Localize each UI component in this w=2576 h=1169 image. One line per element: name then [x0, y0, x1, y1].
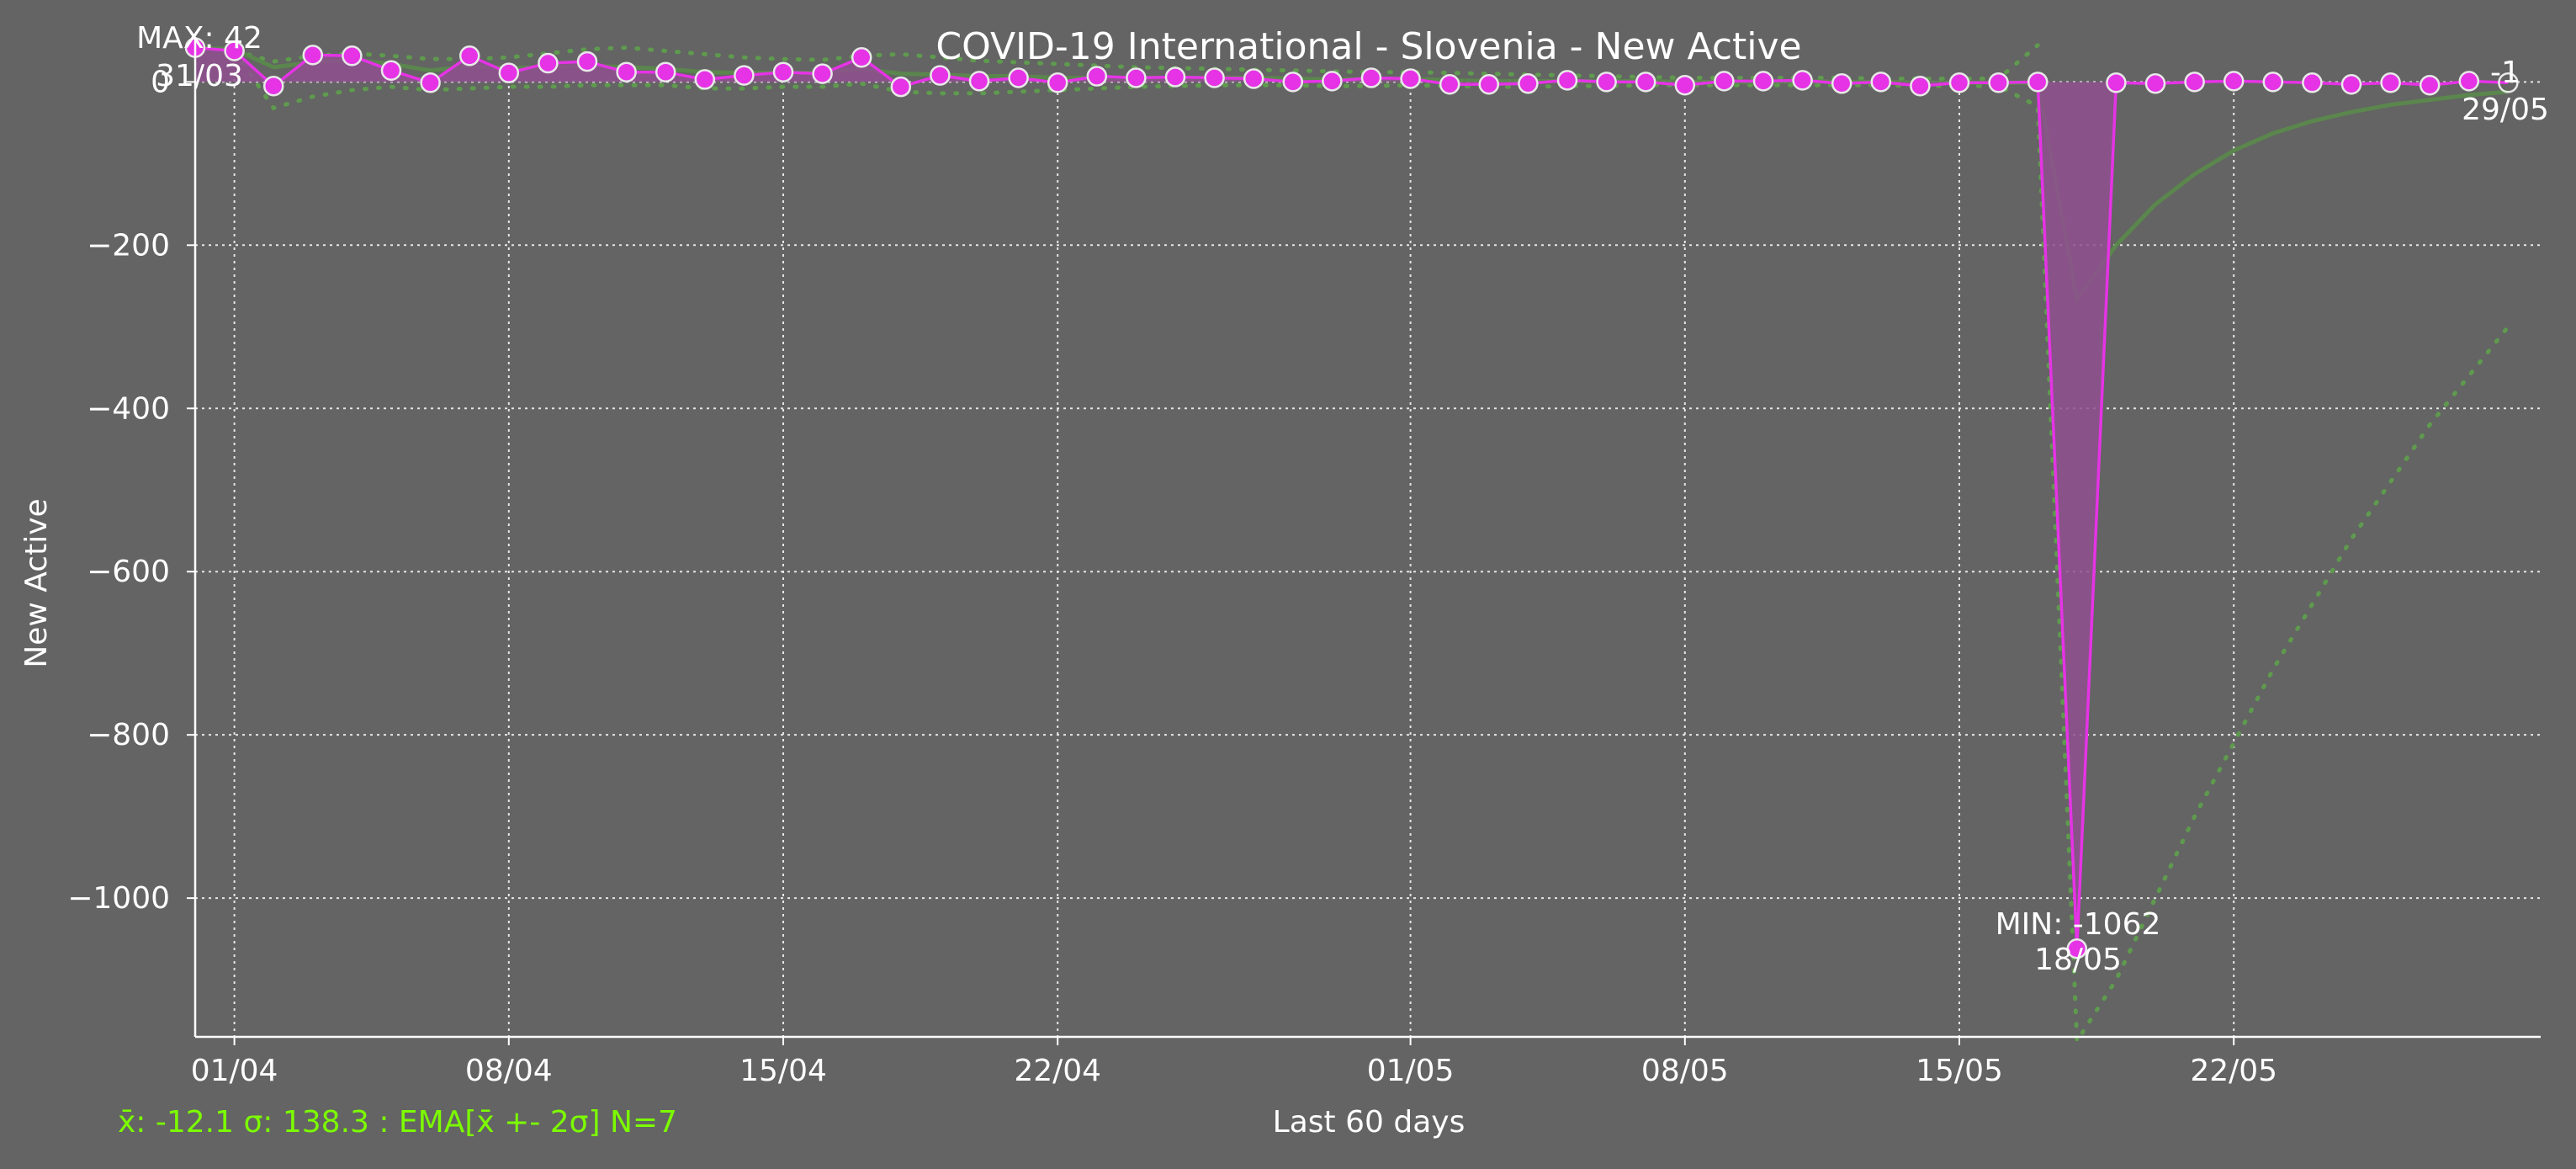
grid-lines [195, 79, 2541, 1037]
data-point [968, 71, 990, 92]
y-tick-label: −400 [87, 391, 170, 426]
x-axis-label: Last 60 days [1273, 1105, 1466, 1140]
data-point [1870, 72, 1892, 93]
data-point [694, 69, 716, 90]
last-annotation-date: 29/05 [2462, 93, 2549, 127]
data-point [1478, 73, 1500, 95]
data-point [1360, 67, 1382, 88]
data-point [1126, 67, 1147, 88]
data-point [616, 61, 637, 82]
data-point [1910, 75, 1931, 97]
data-point [1086, 66, 1108, 87]
data-point [342, 45, 363, 66]
data-point [1752, 71, 1774, 92]
min-annotation-date: 18/05 [2034, 943, 2122, 977]
max-annotation-date: 31/03 [156, 59, 243, 93]
data-point [1831, 73, 1852, 94]
x-tick-label: 08/04 [465, 1054, 553, 1088]
data-point [1518, 73, 1539, 94]
data-point [1439, 73, 1460, 95]
y-tick-label: −200 [87, 228, 170, 263]
x-tick-label: 15/04 [739, 1054, 827, 1088]
data-point [380, 60, 402, 82]
data-point [2223, 71, 2245, 92]
data-point [2066, 938, 2088, 959]
data-point [1047, 72, 1068, 93]
data-point [420, 72, 441, 93]
ema-lower-band [193, 45, 2510, 1049]
data-point [2106, 72, 2127, 93]
last-data-point [2498, 72, 2519, 93]
last-annotation-label: -1 [2490, 56, 2520, 90]
data-point [1674, 74, 1696, 96]
data-point [1322, 71, 1343, 92]
data-point [2262, 72, 2284, 93]
data-point [772, 61, 794, 82]
data-point [576, 50, 598, 72]
data-point [930, 65, 951, 86]
data-point [1988, 72, 2009, 93]
series-fill [195, 47, 2509, 949]
x-tick-label: 15/05 [1916, 1054, 2003, 1088]
data-point [1164, 66, 1186, 88]
data-points [184, 37, 2519, 959]
data-point [812, 63, 833, 84]
data-point [1243, 68, 1264, 89]
data-point [2458, 71, 2480, 92]
tick-labels: 0 −200 −400 −600 −800 −1000 01/04 08/04 15/04 22/… [67, 65, 2277, 1088]
data-point [458, 45, 480, 66]
data-point [851, 46, 872, 68]
data-point [498, 62, 520, 83]
chart-title: COVID-19 International - Slovenia - New … [936, 25, 1801, 68]
series-line [194, 45, 2509, 949]
data-point [1008, 67, 1029, 88]
data-point [1635, 72, 1656, 93]
data-point [890, 76, 912, 98]
max-annotation-label: MAX: 42 [136, 21, 262, 56]
ema-bands [193, 43, 2510, 1049]
data-point [2380, 72, 2401, 93]
data-point [2302, 72, 2323, 93]
x-tick-label: 22/05 [2190, 1054, 2277, 1088]
data-point [1792, 70, 1813, 91]
x-tick-label: 01/05 [1367, 1054, 1455, 1088]
data-point [2184, 72, 2205, 93]
y-tick-label: −800 [87, 718, 170, 752]
data-point [2027, 72, 2049, 93]
data-point [538, 52, 559, 74]
x-tick-label: 22/04 [1014, 1054, 1101, 1088]
data-point [1204, 67, 1225, 88]
data-point [734, 65, 755, 86]
data-point [1282, 72, 1304, 93]
data-point [1556, 70, 1578, 91]
stats-text: x̄: -12.1 σ: 138.3 : EMA[x̄ +- 2σ] N=7 [118, 1105, 677, 1140]
data-point [2340, 73, 2362, 95]
x-tick-label: 01/04 [191, 1054, 278, 1088]
data-point [1596, 72, 1617, 93]
ema-upper-band [193, 43, 2040, 81]
axes [187, 37, 2541, 1045]
x-tick-label: 08/05 [1641, 1054, 1729, 1088]
data-point [302, 45, 324, 66]
series-line-group [194, 45, 2509, 949]
data-point [2419, 74, 2441, 96]
data-point [1948, 72, 1970, 93]
y-tick-label: 0 [151, 65, 170, 99]
y-axis-label: New Active [19, 498, 54, 667]
y-tick-label: −1000 [67, 881, 170, 916]
data-point [1714, 71, 1735, 92]
min-annotation-label: MIN: -1062 [1996, 907, 2161, 942]
data-point [655, 61, 676, 82]
data-point [1400, 68, 1421, 89]
y-tick-label: −600 [87, 555, 170, 589]
data-point [2144, 73, 2166, 94]
area-fill [195, 47, 2509, 949]
data-point [262, 75, 284, 97]
data-point [224, 40, 245, 61]
